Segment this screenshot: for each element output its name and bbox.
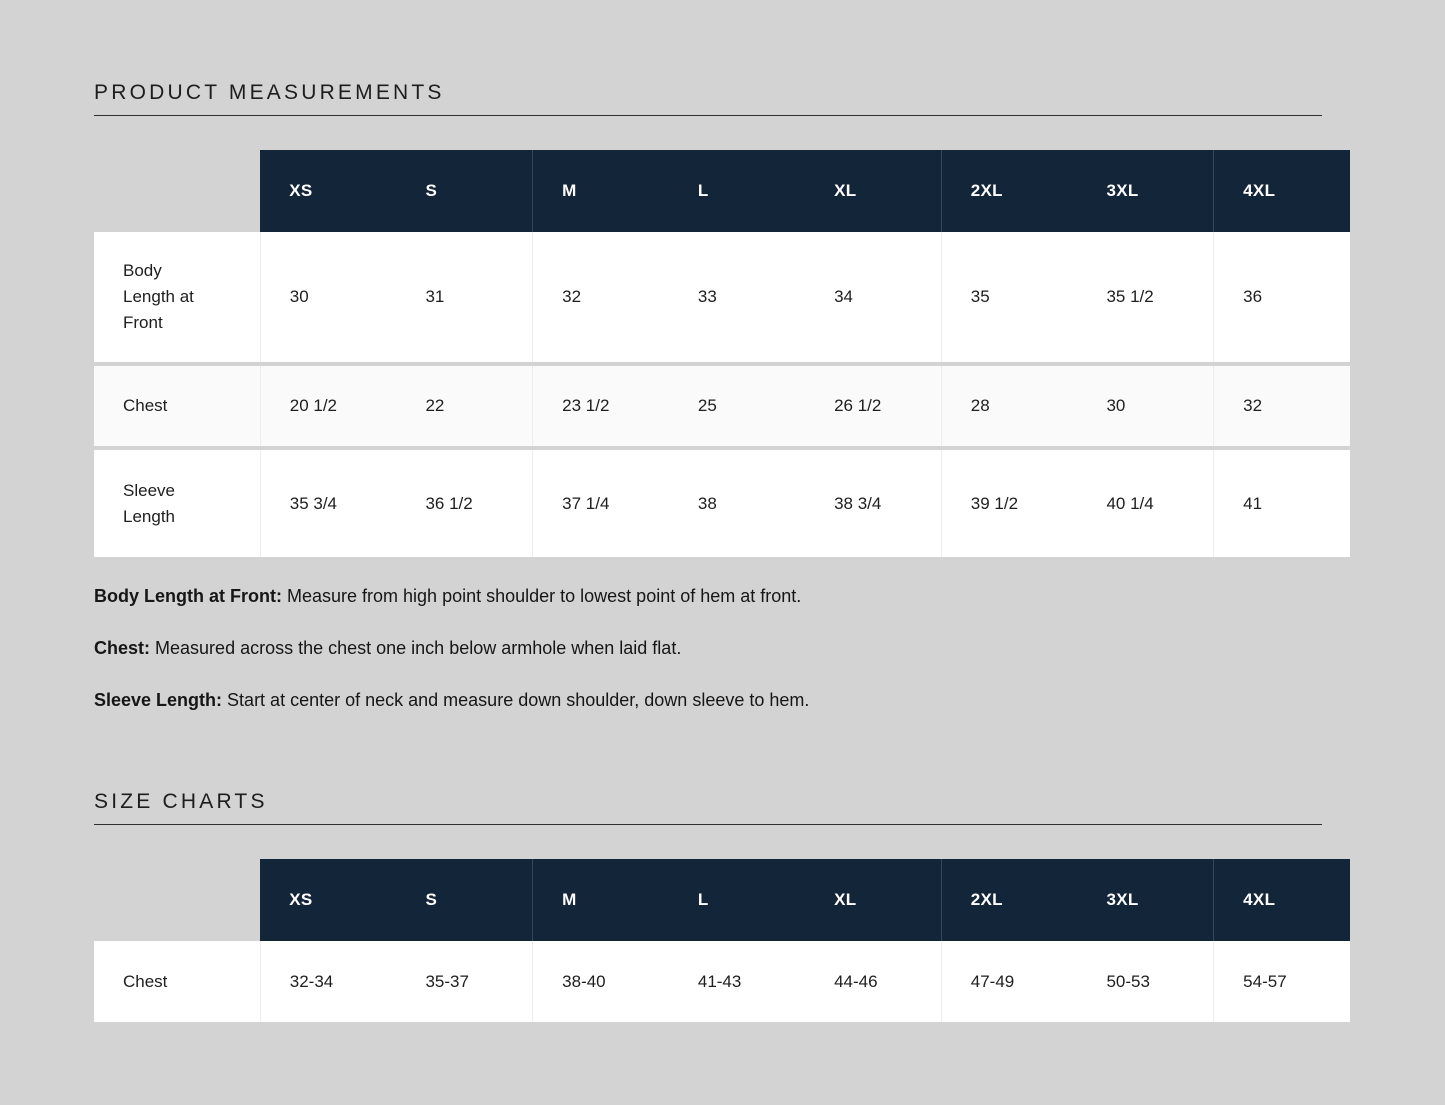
- value-cell: 38: [668, 446, 806, 557]
- size-charts-section: SIZE CHARTS XS S M L XL 2XL: [94, 789, 1445, 1022]
- header-row: XS S M L XL 2XL 3XL 4XL: [94, 150, 1350, 232]
- value-cell: 47-49: [940, 941, 1078, 1022]
- value-cell: 28: [940, 362, 1078, 448]
- size-column-header-3xl: 3XL: [1077, 150, 1214, 232]
- value-cell: 50-53: [1077, 941, 1214, 1022]
- size-column-header-xs: XS: [260, 150, 397, 232]
- row-label: Body Length at Front: [94, 232, 261, 364]
- header-row: XS S M L XL 2XL 3XL 4XL: [94, 859, 1350, 941]
- size-column-header-l: L: [668, 150, 806, 232]
- size-column-header-s: S: [396, 859, 533, 941]
- size-column-header-3xl: 3XL: [1077, 859, 1214, 941]
- measurement-notes: Body Length at Front: Measure from high …: [94, 586, 1445, 711]
- value-cell: 25: [668, 362, 806, 448]
- value-cell: 37 1/4: [532, 446, 669, 557]
- size-guide-content: PRODUCT MEASUREMENTS XS S M L XL 2XL: [94, 80, 1445, 1022]
- value-cell: 39 1/2: [940, 446, 1078, 557]
- value-cell: 34: [805, 232, 942, 364]
- value-cell: 44-46: [805, 941, 942, 1022]
- note-body-length: Body Length at Front: Measure from high …: [94, 586, 1445, 607]
- note-label: Chest:: [94, 638, 151, 658]
- product-measurements-section: PRODUCT MEASUREMENTS XS S M L XL 2XL: [94, 80, 1445, 711]
- size-column-header-m: M: [532, 150, 669, 232]
- size-column-header-4xl: 4XL: [1213, 150, 1350, 232]
- product-measurements-heading: PRODUCT MEASUREMENTS: [94, 80, 1322, 116]
- size-charts-table-header: XS S M L XL 2XL 3XL 4XL: [94, 859, 1350, 941]
- note-label: Body Length at Front:: [94, 586, 282, 606]
- value-cell: 30: [1077, 362, 1214, 448]
- size-column-header-xs: XS: [260, 859, 397, 941]
- size-column-header-m: M: [532, 859, 669, 941]
- value-cell: 32-34: [259, 941, 397, 1022]
- value-cell: 35 1/2: [1077, 232, 1214, 364]
- size-charts-heading: SIZE CHARTS: [94, 789, 1322, 825]
- value-cell: 30: [259, 232, 397, 364]
- value-cell: 41: [1213, 446, 1350, 557]
- value-cell: 22: [396, 362, 533, 448]
- row-label: Chest: [94, 941, 261, 1022]
- value-cell: 35 3/4: [259, 446, 397, 557]
- note-sleeve-length: Sleeve Length: Start at center of neck a…: [94, 690, 1445, 711]
- note-text: Measured across the chest one inch below…: [155, 638, 682, 658]
- size-column-header-2xl: 2XL: [940, 150, 1078, 232]
- note-text: Start at center of neck and measure down…: [227, 690, 810, 710]
- size-column-header-s: S: [396, 150, 533, 232]
- product-measurements-table: XS S M L XL 2XL 3XL 4XL Body Length at F…: [94, 150, 1350, 557]
- size-column-header-4xl: 4XL: [1213, 859, 1350, 941]
- table-row-chest: Chest 20 1/2 22 23 1/2 25 26 1/2 28 30 3…: [94, 362, 1350, 448]
- value-cell: 38-40: [532, 941, 669, 1022]
- note-label: Sleeve Length:: [94, 690, 223, 710]
- value-cell: 33: [668, 232, 806, 364]
- value-cell: 36: [1213, 232, 1350, 364]
- size-column-header-2xl: 2XL: [940, 859, 1078, 941]
- corner-cell: [94, 859, 260, 941]
- value-cell: 31: [396, 232, 533, 364]
- value-cell: 32: [1213, 362, 1350, 448]
- size-column-header-xl: XL: [805, 859, 942, 941]
- value-cell: 41-43: [668, 941, 806, 1022]
- value-cell: 23 1/2: [532, 362, 669, 448]
- value-cell: 20 1/2: [259, 362, 397, 448]
- corner-cell: [94, 150, 260, 232]
- value-cell: 36 1/2: [396, 446, 533, 557]
- table-row-chest-range: Chest 32-34 35-37 38-40 41-43 44-46 47-4…: [94, 941, 1350, 1022]
- table-row-body-length: Body Length at Front 30 31 32 33 34 35 3…: [94, 232, 1350, 364]
- value-cell: 32: [532, 232, 669, 364]
- size-column-header-l: L: [668, 859, 806, 941]
- row-label: Chest: [94, 362, 261, 448]
- table-row-sleeve-length: Sleeve Length 35 3/4 36 1/2 37 1/4 38 38…: [94, 446, 1350, 557]
- value-cell: 38 3/4: [805, 446, 942, 557]
- value-cell: 26 1/2: [805, 362, 942, 448]
- value-cell: 35: [940, 232, 1078, 364]
- note-text: Measure from high point shoulder to lowe…: [287, 586, 802, 606]
- value-cell: 40 1/4: [1077, 446, 1214, 557]
- row-label: Sleeve Length: [94, 446, 261, 557]
- value-cell: 35-37: [396, 941, 533, 1022]
- size-column-header-xl: XL: [805, 150, 942, 232]
- value-cell: 54-57: [1213, 941, 1350, 1022]
- measurements-table-header: XS S M L XL 2XL 3XL 4XL: [94, 150, 1350, 232]
- size-charts-table: XS S M L XL 2XL 3XL 4XL Chest 32-34 35-3: [94, 859, 1350, 1022]
- note-chest: Chest: Measured across the chest one inc…: [94, 638, 1445, 659]
